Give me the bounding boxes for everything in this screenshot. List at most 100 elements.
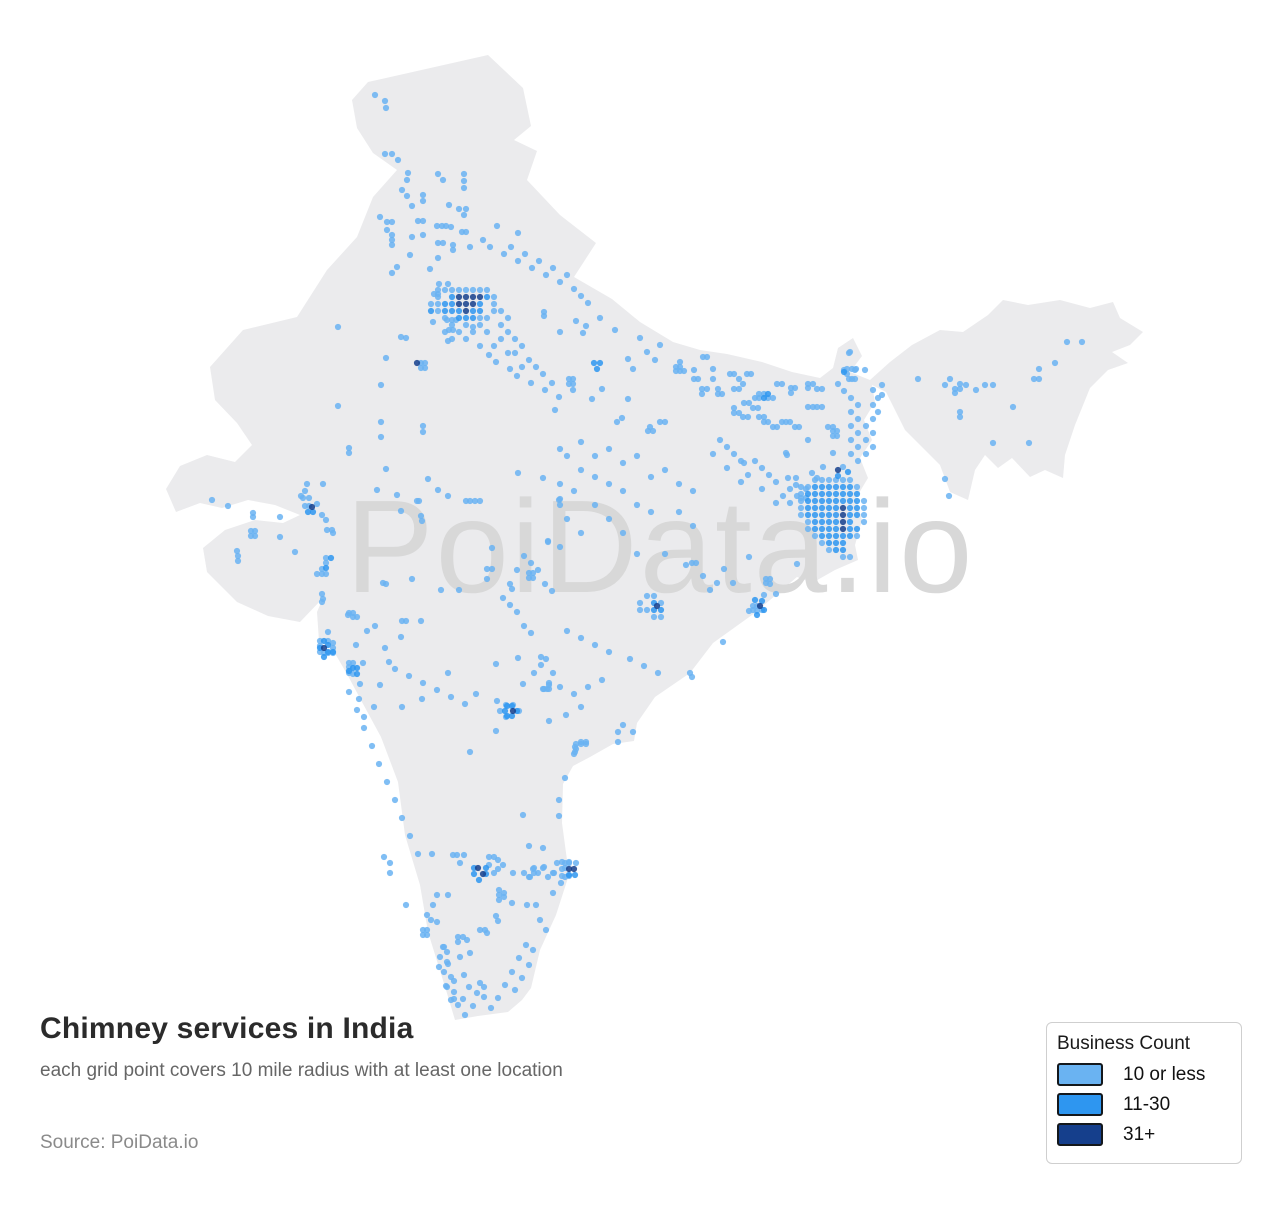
map-dot (388, 269, 396, 277)
map-dot (723, 464, 731, 472)
map-dot (804, 518, 812, 526)
map-dot (764, 390, 772, 398)
map-dot (476, 293, 484, 301)
map-dot (455, 328, 463, 336)
map-dot (579, 329, 587, 337)
map-dot (739, 380, 747, 388)
map-dot (444, 337, 452, 345)
map-dot (556, 543, 564, 551)
map-dot (483, 314, 491, 322)
map-dot (462, 293, 470, 301)
map-dot (455, 307, 463, 315)
map-dot (556, 278, 564, 286)
map-dot (643, 348, 651, 356)
map-dot (854, 401, 862, 409)
map-dot (818, 518, 826, 526)
map-dot (692, 559, 700, 567)
map-dot (463, 936, 471, 944)
map-dot (614, 738, 622, 746)
map-dot (845, 375, 853, 383)
map-dot (511, 335, 519, 343)
map-dot (792, 481, 800, 489)
map-dot (1078, 338, 1086, 346)
map-dot (479, 236, 487, 244)
map-dot (490, 342, 498, 350)
map-dot (729, 579, 737, 587)
map-dot (819, 463, 827, 471)
map-dot (557, 879, 565, 887)
map-dot (619, 487, 627, 495)
map-dot (549, 264, 557, 272)
map-dot (344, 611, 352, 619)
map-dot (778, 380, 786, 388)
map-dot (472, 690, 480, 698)
map-dot (383, 778, 391, 786)
map-dot (847, 422, 855, 430)
map-dot (584, 299, 592, 307)
map-dot (418, 517, 426, 525)
map-dot (494, 917, 502, 925)
map-dot (421, 359, 429, 367)
map-dot (570, 865, 578, 873)
page-subtitle: each grid point covers 10 mile radius wi… (40, 1060, 563, 1081)
map-dot (527, 379, 535, 387)
map-dot (474, 864, 482, 872)
map-dot (537, 661, 545, 669)
map-dot (454, 933, 462, 941)
map-dot (956, 413, 964, 421)
map-dot (650, 592, 658, 600)
map-dot (839, 490, 847, 498)
map-dot (793, 560, 801, 568)
map-dot (869, 415, 877, 423)
map-dot (772, 590, 780, 598)
map-dot (322, 570, 330, 578)
map-dot (508, 585, 516, 593)
map-dot (613, 418, 621, 426)
map-dot (834, 466, 842, 474)
map-dot (851, 366, 859, 374)
map-dot (804, 490, 812, 498)
map-dot (755, 394, 763, 402)
dots-layer (208, 91, 1086, 1019)
map-dot (460, 184, 468, 192)
map-dot (448, 307, 456, 315)
map-dot (749, 606, 757, 614)
map-dot (418, 695, 426, 703)
map-dot (636, 599, 644, 607)
map-dot (698, 390, 706, 398)
map-dot (423, 931, 431, 939)
map-dot (462, 228, 470, 236)
map-dot (379, 579, 387, 587)
map-dot (508, 702, 516, 710)
map-dot (483, 286, 491, 294)
map-dot (309, 508, 317, 516)
map-dot (854, 443, 862, 451)
map-dot (469, 1002, 477, 1010)
map-dot (839, 497, 847, 505)
map-dot (522, 941, 530, 949)
map-dot (811, 504, 819, 512)
map-dot (447, 223, 455, 231)
map-dot (322, 516, 330, 524)
map-dot (483, 575, 491, 583)
legend-swatch-low (1057, 1063, 1103, 1086)
map-dot (773, 423, 781, 431)
map-dot (224, 502, 232, 510)
map-dot (462, 205, 470, 213)
map-dot (751, 596, 759, 604)
map-dot (373, 486, 381, 494)
map-dot (442, 222, 450, 230)
map-dot (611, 326, 619, 334)
map-dot (989, 381, 997, 389)
map-dot (501, 981, 509, 989)
map-dot (462, 300, 470, 308)
map-dot (511, 986, 519, 994)
map-dot (555, 796, 563, 804)
map-dot (825, 497, 833, 505)
map-dot (962, 381, 970, 389)
map-dot (839, 511, 847, 519)
map-dot (735, 375, 743, 383)
map-dot (661, 550, 669, 558)
map-dot (436, 953, 444, 961)
map-dot (720, 565, 728, 573)
